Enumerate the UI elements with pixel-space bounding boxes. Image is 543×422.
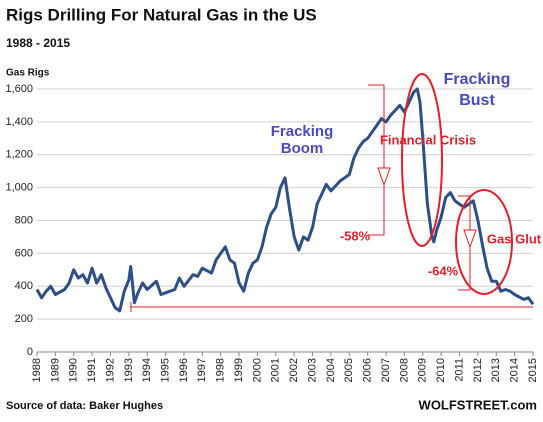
x-tick-label: 1990 [68,358,80,382]
x-tick-label: 1996 [178,358,190,382]
y-tick-label: 1,400 [5,116,33,128]
arrow-bracket [368,84,385,236]
annotation: -64% [428,263,459,278]
x-tick-label: 2010 [435,358,447,382]
y-tick-label: 600 [15,247,33,259]
y-tick-label: 200 [15,313,33,325]
x-tick-label: 1995 [159,358,171,382]
x-tick-label: 2007 [380,358,392,382]
x-tick-label: 2008 [398,358,410,382]
x-tick-label: 2005 [343,358,355,382]
x-tick-label: 2004 [325,358,337,382]
x-tick-label: 1997 [196,358,208,382]
x-tick-label: 2000 [251,358,263,382]
annotation: Gas Glut [487,231,542,246]
annotation: Fracking [271,123,334,140]
y-axis-label: Gas Rigs [6,68,50,79]
chart-title: Rigs Drilling For Natural Gas in the US [6,5,317,24]
x-tick-label: 2003 [306,358,318,382]
x-tick-label: 2014 [509,358,521,382]
y-tick-label: 800 [15,214,33,226]
y-tick-label: 1,200 [5,149,33,161]
data-line [35,87,535,313]
annotation: -58% [340,228,371,243]
y-tick-label: 400 [15,280,33,292]
source: Source of data: Baker Hughes [6,400,163,412]
x-tick-label: 1999 [233,358,245,382]
annotation: Financial Crisis [380,132,476,147]
x-tick-label: 1993 [123,358,135,382]
y-tick-label: 1,000 [5,182,33,194]
annotation: Bust [459,92,495,109]
annotation: Boom [281,140,324,157]
arrowhead [377,167,391,187]
ellipse [401,73,443,247]
plot: 0 200 400 600 800 1,000 1,200 1,400 1,600 1988 198… [5,83,538,383]
y-tick-label: 0 [27,346,33,358]
x-tick-label: 1994 [141,358,153,382]
annotation: Fracking [444,71,511,88]
y-tick-label: 1,600 [5,83,33,95]
x-tick-label: 2012 [472,358,484,382]
chart-subtitle: 1988 - 2015 [6,36,70,50]
arrowhead [463,229,477,249]
x-tick-label: 1988 [31,358,43,382]
x-tick-label: 2001 [270,358,282,382]
x-tick-label: 2015 [527,358,539,382]
x-tick-label: 2011 [453,358,465,382]
x-tick-label: 1991 [86,358,98,382]
x-tick-label: 1998 [215,358,227,382]
x-tick-label: 2002 [288,358,300,382]
x-tick-label: 2006 [362,358,374,382]
x-tick-label: 2013 [490,358,502,382]
credit: WOLFSTREET.com [419,397,537,412]
decorations [130,73,533,312]
x-tick-label: 1989 [49,358,61,382]
ellipse [455,189,513,295]
x-tick-label: 1992 [104,358,116,382]
x-tick-label: 2009 [417,358,429,382]
